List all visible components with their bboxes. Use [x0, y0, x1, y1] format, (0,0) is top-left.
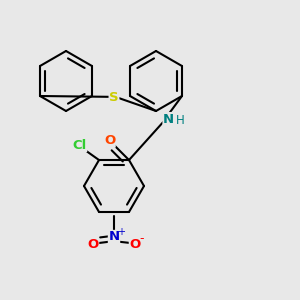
Text: +: + [117, 227, 124, 237]
Text: Cl: Cl [72, 139, 87, 152]
Text: -: - [140, 232, 144, 245]
Text: O: O [104, 134, 115, 147]
Text: O: O [129, 238, 141, 251]
Text: S: S [109, 91, 119, 104]
Text: N: N [163, 112, 174, 126]
Text: N: N [108, 230, 120, 244]
Text: H: H [176, 114, 184, 128]
Text: O: O [87, 238, 99, 251]
